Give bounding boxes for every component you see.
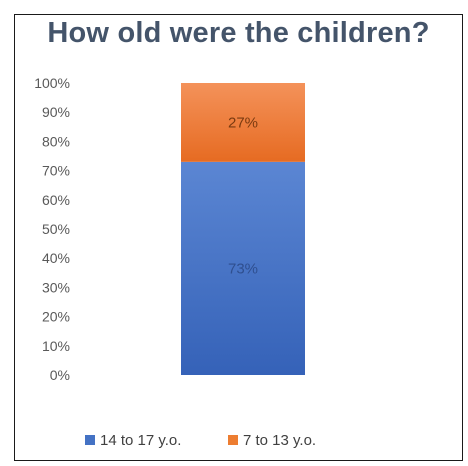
- data-labels: 73% 27%: [228, 114, 258, 277]
- y-tick-label: 10%: [42, 338, 70, 354]
- y-tick-label: 30%: [42, 279, 70, 295]
- bars: [181, 83, 305, 375]
- y-tick-label: 20%: [42, 309, 70, 325]
- chart-title: How old were the children?: [47, 17, 430, 49]
- legend-label: 7 to 13 y.o.: [243, 432, 316, 449]
- legend-swatch: [85, 435, 95, 445]
- y-axis: 0% 10% 20% 30% 40% 50% 60% 70% 80% 90% 100%: [34, 75, 70, 383]
- y-tick-label: 100%: [34, 75, 70, 91]
- y-tick-label: 0%: [50, 367, 70, 383]
- bar-segment-7-to-13: [181, 83, 305, 162]
- y-tick-label: 70%: [42, 163, 70, 179]
- legend: 14 to 17 y.o. 7 to 13 y.o.: [85, 432, 316, 449]
- legend-label: 14 to 17 y.o.: [100, 432, 181, 449]
- legend-swatch: [228, 435, 238, 445]
- data-label: 27%: [228, 114, 258, 131]
- y-tick-label: 90%: [42, 104, 70, 120]
- y-tick-label: 60%: [42, 192, 70, 208]
- data-label: 73%: [228, 260, 258, 277]
- y-tick-label: 50%: [42, 221, 70, 237]
- bar-segment-14-to-17: [181, 161, 305, 375]
- y-tick-label: 40%: [42, 250, 70, 266]
- y-tick-label: 80%: [42, 133, 70, 149]
